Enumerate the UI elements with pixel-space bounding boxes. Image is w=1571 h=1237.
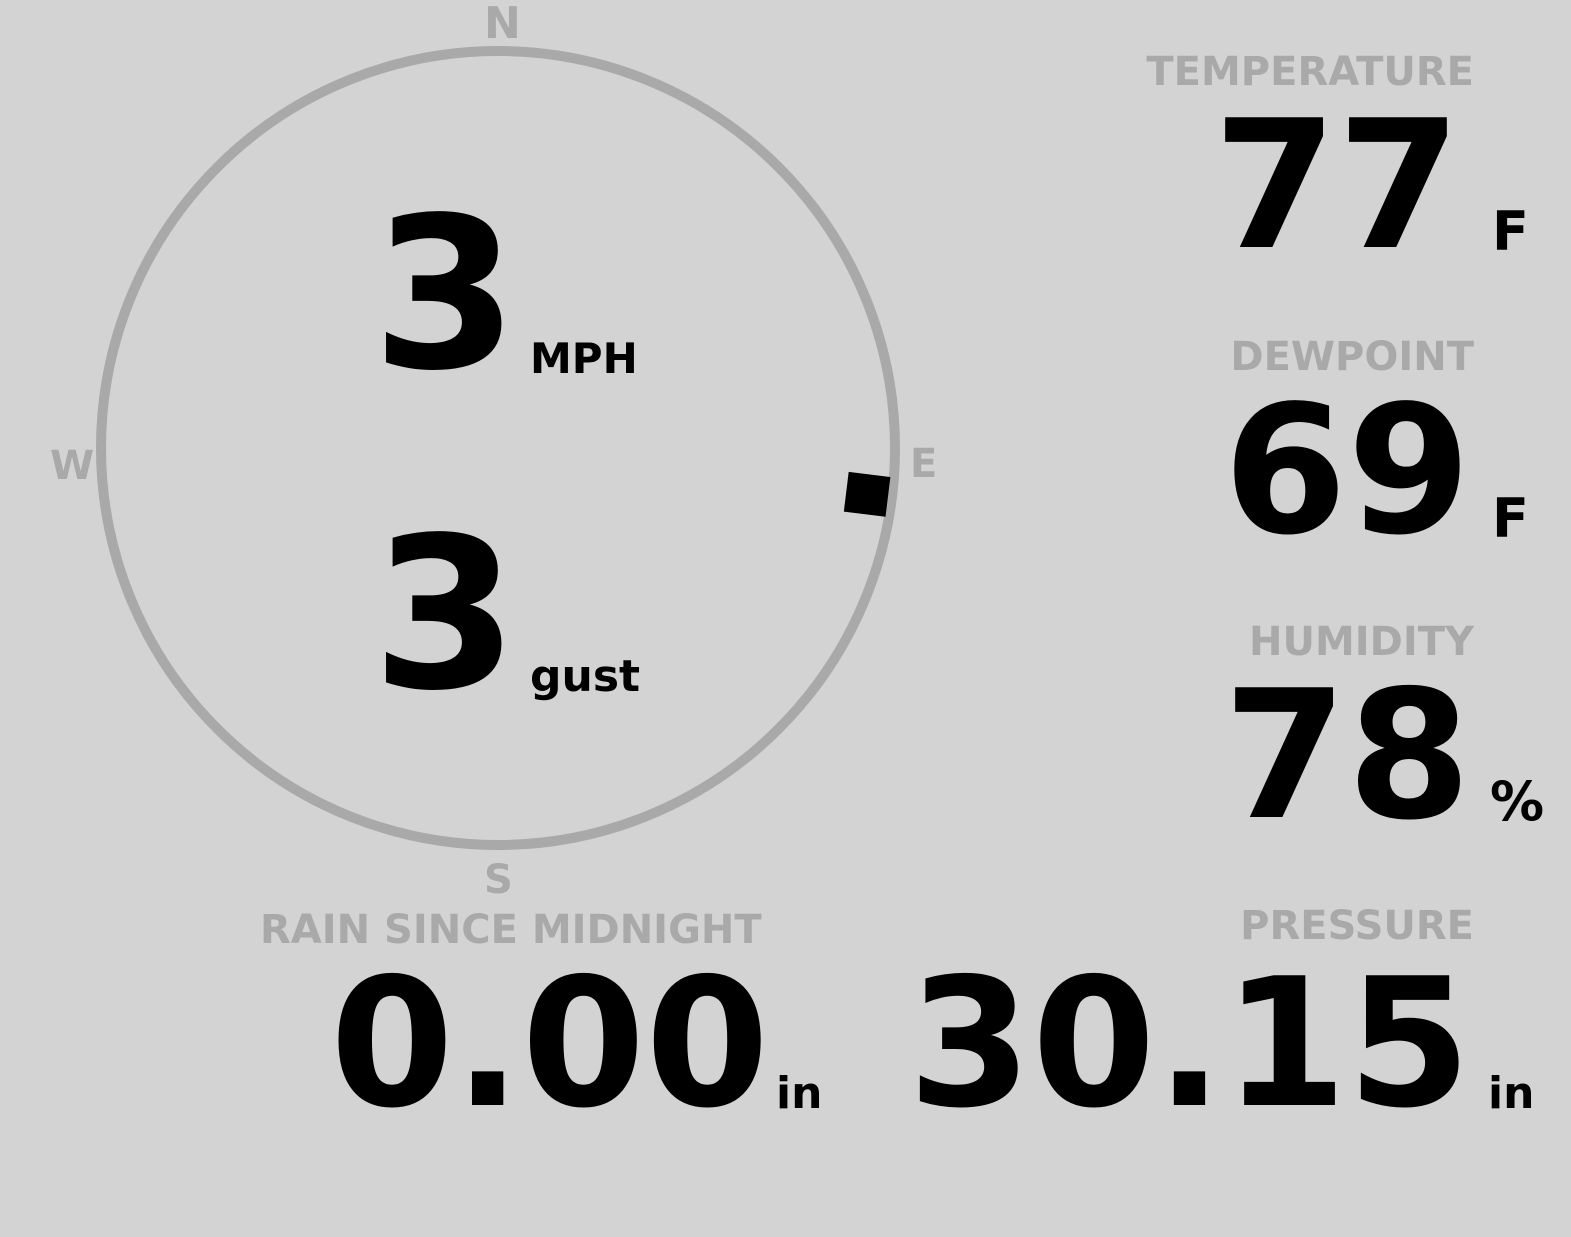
wind-gust-value: 3 [372, 492, 519, 737]
compass-north: N [484, 0, 521, 49]
humidity-value: 78 [1223, 652, 1471, 859]
wind-speed-value: 3 [372, 172, 519, 417]
wind-gust-unit: gust [530, 651, 641, 702]
temperature-label: TEMPERATURE [1146, 49, 1474, 95]
compass-south: S [484, 857, 513, 903]
temperature-unit: F [1492, 200, 1529, 263]
humidity-label: HUMIDITY [1249, 619, 1474, 665]
rain-label: RAIN SINCE MIDNIGHT [260, 907, 762, 953]
dewpoint-unit: F [1492, 487, 1529, 550]
compass-west: W [50, 443, 95, 489]
rain-value: 0.00 [330, 940, 770, 1147]
temperature-value: 77 [1213, 82, 1461, 289]
pressure-value: 30.15 [907, 940, 1471, 1147]
humidity-unit: % [1490, 770, 1545, 833]
compass-east: E [910, 441, 938, 487]
pressure-label: PRESSURE [1240, 903, 1474, 949]
rain-unit: in [776, 1068, 823, 1119]
wind-compass [96, 46, 900, 850]
dewpoint-label: DEWPOINT [1230, 334, 1474, 380]
pressure-unit: in [1488, 1068, 1535, 1119]
wind-direction-marker [843, 471, 891, 517]
dewpoint-value: 69 [1223, 367, 1471, 574]
compass-ring [96, 46, 900, 850]
wind-speed-unit: MPH [530, 334, 638, 383]
